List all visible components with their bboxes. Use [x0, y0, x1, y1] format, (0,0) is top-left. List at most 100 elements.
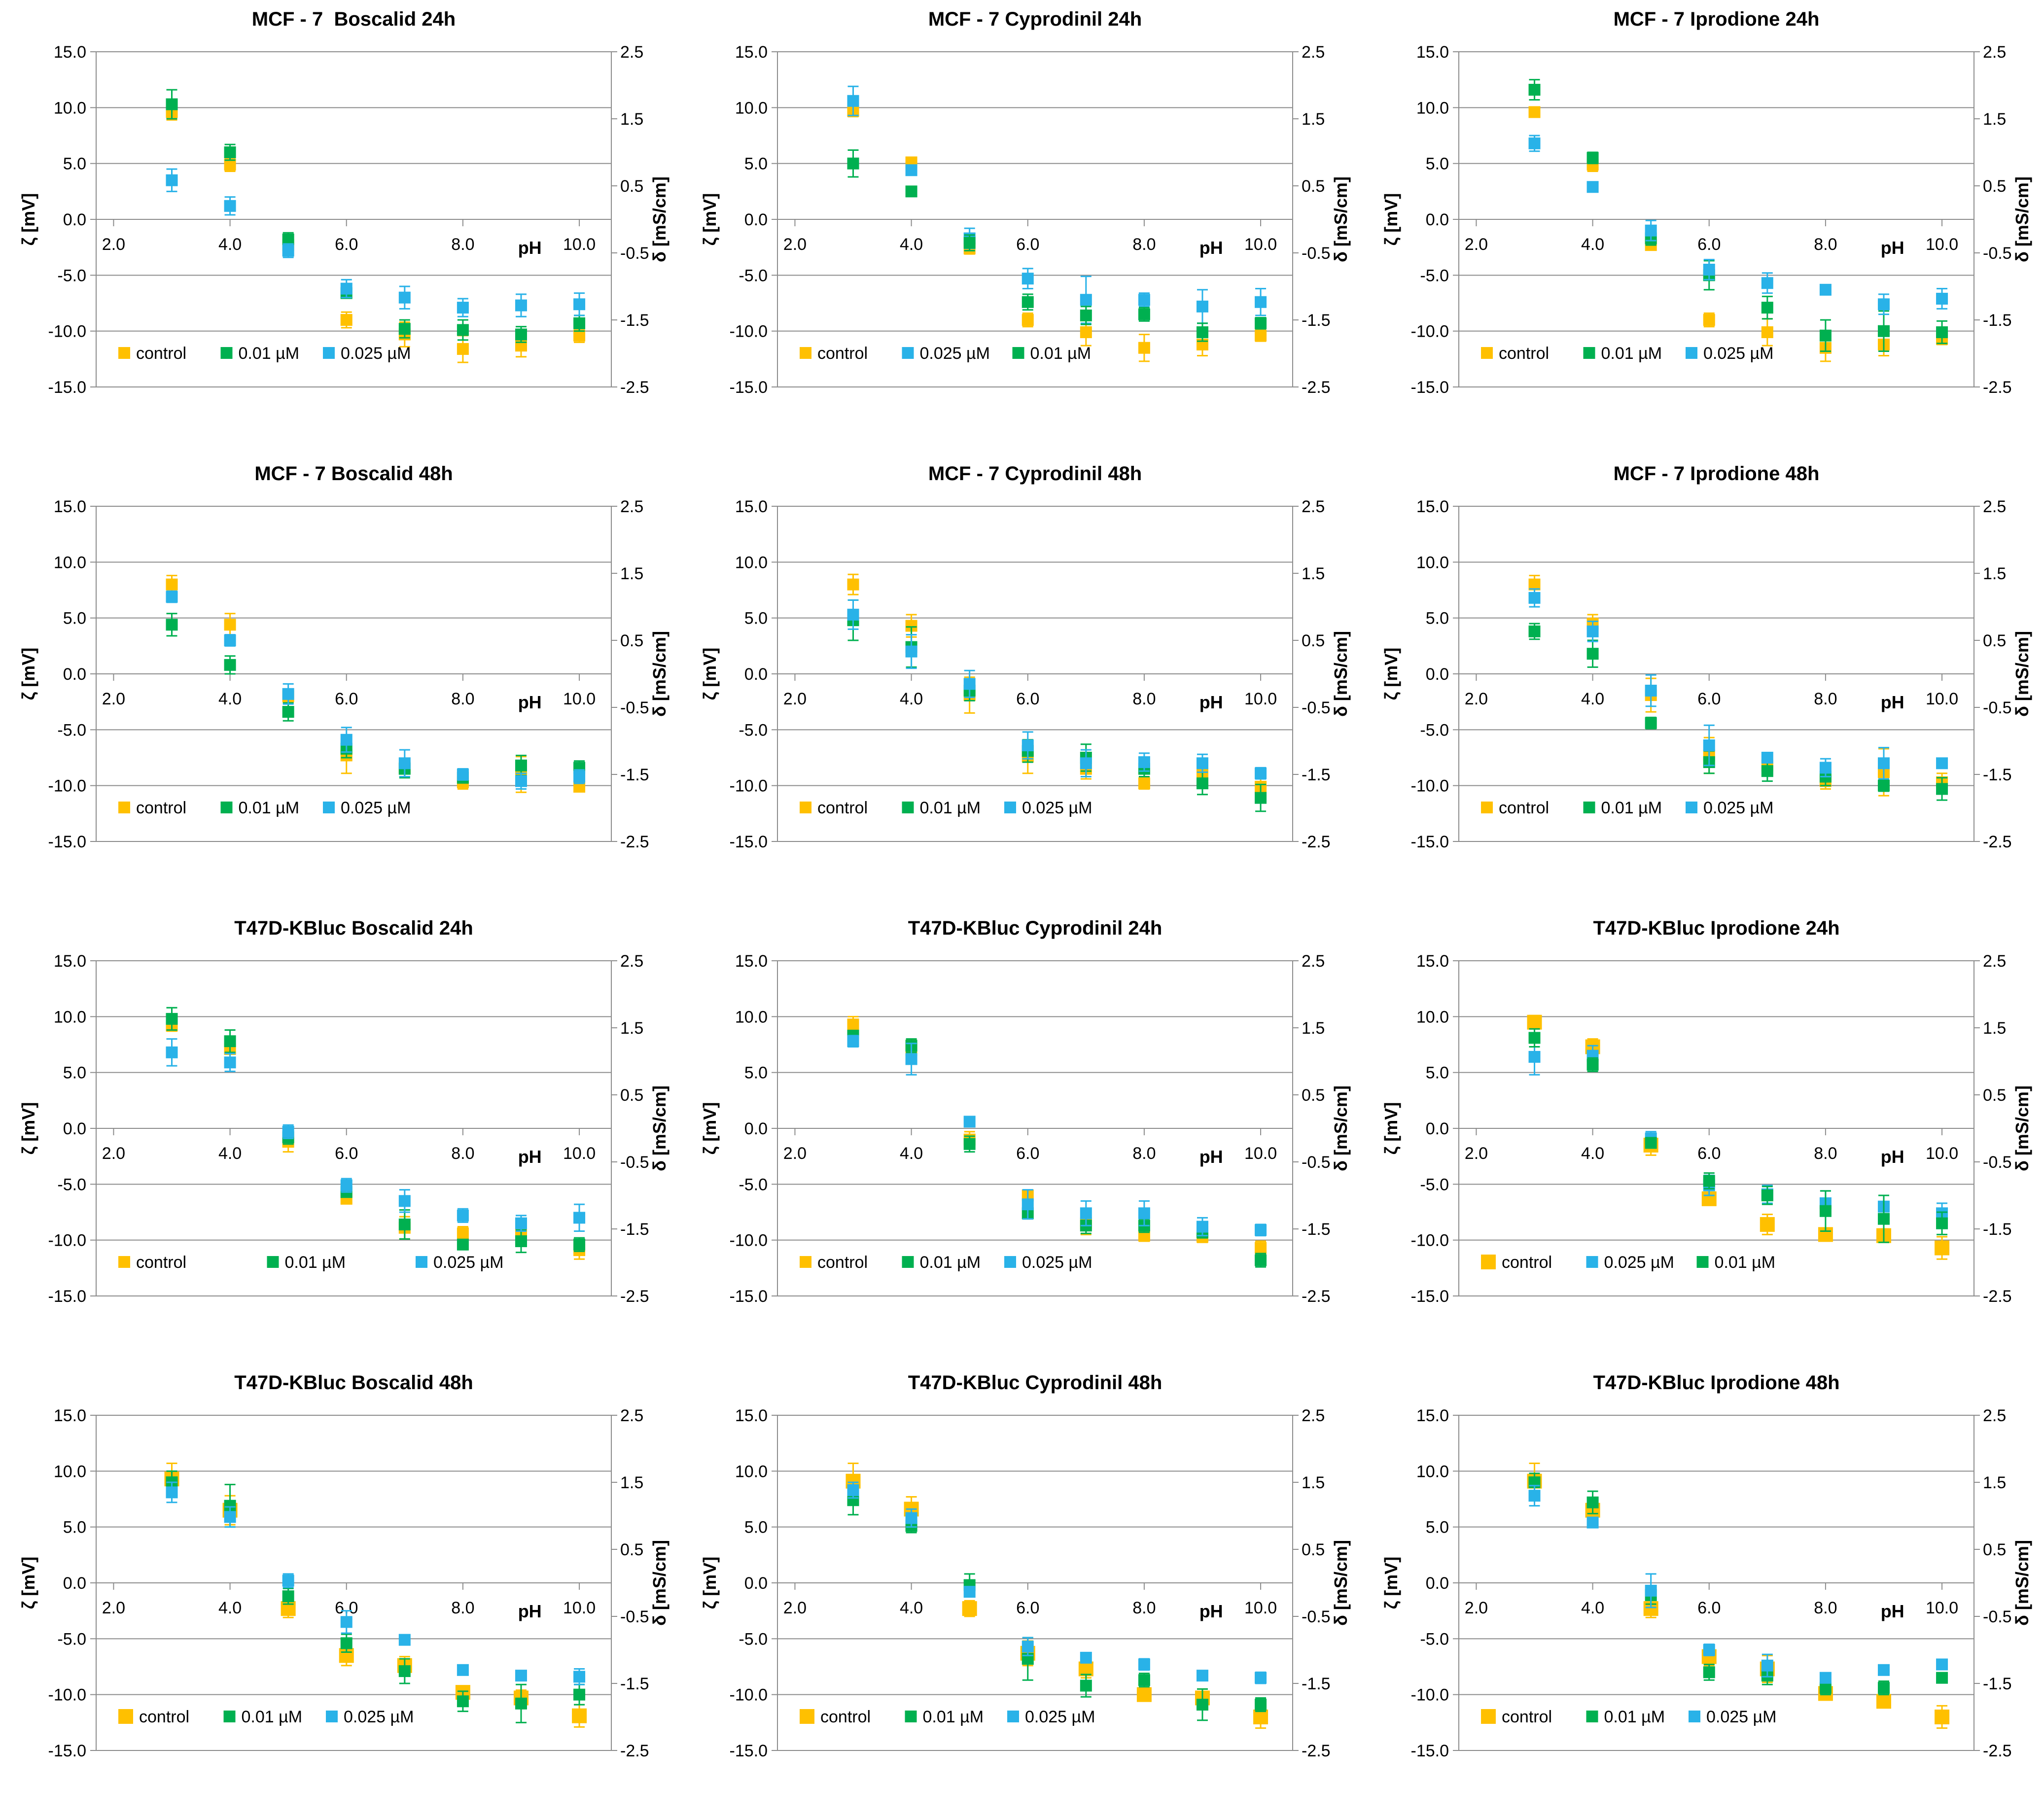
y-left-tick-label: 5.0	[1426, 1518, 1449, 1537]
y-left-tick-label: 5.0	[1426, 1064, 1449, 1083]
y-left-tick-label: 0.0	[744, 665, 768, 684]
legend-swatch-um001	[1012, 347, 1024, 359]
y-right-tick-label: -0.5	[1983, 244, 2012, 263]
gridlines	[96, 51, 611, 387]
marker-um0025-ph8	[1138, 294, 1150, 306]
y-left-axis-label: ζ [mV]	[18, 1102, 38, 1155]
y-right-tick-label: 2.5	[1983, 952, 2006, 971]
marker-um0025-ph4	[905, 1053, 917, 1065]
x-tick-label: 10.0	[563, 235, 596, 254]
y-right-tick-label: -2.5	[1983, 1742, 2012, 1760]
series-um001	[1528, 1028, 1948, 1243]
y-left-tick-label: 15.0	[735, 952, 768, 971]
y-left-tick-label: -5.0	[57, 721, 86, 739]
legend-swatch-um0025	[1007, 1711, 1019, 1722]
marker-um0025-ph9	[1877, 298, 1890, 311]
marker-um0025-ph10	[1936, 757, 1948, 769]
y-left-tick-label: 0.0	[744, 210, 768, 229]
x-tick-label: 2.0	[783, 1144, 807, 1163]
chart-title: MCF - 7 Iprodione 24h	[1614, 8, 1820, 30]
marker-um0025-ph5	[1645, 1584, 1657, 1597]
x-tick-label: 4.0	[218, 690, 242, 708]
y-left-tick-label: 5.0	[744, 609, 768, 628]
marker-um0025-ph4	[905, 645, 917, 658]
marker-um0025-ph8	[1819, 1672, 1832, 1684]
x-axis-label: pH	[1199, 1601, 1223, 1621]
legend: control 0.01 µM 0.025 µM	[118, 799, 411, 817]
marker-um001-ph7	[1761, 1189, 1773, 1201]
marker-um001-ph9	[1877, 1682, 1890, 1694]
legend-item-control: control	[800, 799, 868, 817]
x-tick-label: 2.0	[102, 690, 125, 708]
legend-label-control: control	[1502, 1708, 1552, 1726]
chart-title: MCF - 7 Boscalid 24h	[252, 8, 456, 30]
gridlines	[96, 1415, 611, 1751]
y-right-tick-label: 1.5	[620, 1473, 643, 1492]
marker-um001-ph4	[1586, 648, 1599, 660]
y-axis-left: 15.0 10.0 5.0 0.0 -5.0 -10.0 -15.0	[730, 43, 778, 397]
marker-um0025-ph9	[1196, 300, 1208, 313]
y-left-tick-label: -10.0	[730, 777, 768, 796]
marker-control-ph8	[1138, 342, 1150, 354]
marker-um0025-ph8	[457, 769, 469, 780]
legend-label-um0025: 0.025 µM	[1703, 344, 1773, 363]
y-axis-right: 2.5 1.5 0.5 -0.5 -1.5 -2.5	[1974, 1406, 2012, 1760]
marker-um001-ph4	[1586, 1058, 1599, 1071]
marker-um0025-ph9	[1196, 757, 1208, 769]
marker-um001-ph9	[1877, 1213, 1890, 1225]
x-tick-label: 10.0	[563, 1599, 596, 1617]
y-axis-left: 15.0 10.0 5.0 0.0 -5.0 -10.0 -15.0	[730, 1406, 778, 1760]
y-right-axis-label: δ [mS/cm]	[1331, 631, 1351, 717]
marker-um0025-ph7	[1080, 294, 1092, 306]
marker-um0025-ph5	[963, 678, 976, 690]
series-um001	[1528, 1472, 1948, 1696]
x-tick-label: 10.0	[1926, 1599, 1958, 1617]
y-right-tick-label: 2.5	[620, 1406, 643, 1425]
y-left-tick-label: 10.0	[735, 553, 768, 572]
marker-control-ph4	[224, 619, 236, 631]
x-axis-label: pH	[1881, 692, 1904, 712]
x-axis-label: pH	[1881, 1601, 1904, 1621]
marker-um0025-ph10	[573, 770, 586, 783]
x-tick-label: 10.0	[1926, 235, 1958, 254]
legend-label-control: control	[817, 344, 868, 363]
y-right-tick-label: -2.5	[620, 1287, 649, 1306]
x-axis: 2.0 4.0 6.0 8.0 10.0 pH	[783, 1583, 1277, 1621]
y-right-tick-label: -2.5	[1302, 833, 1331, 851]
marker-control-ph8	[1138, 777, 1150, 790]
x-axis-label: pH	[1199, 692, 1223, 712]
legend-label-um001: 0.01 µM	[239, 799, 300, 817]
x-tick-label: 8.0	[451, 1599, 474, 1617]
marker-um001-ph4	[224, 146, 236, 158]
marker-um0025-ph3	[166, 1486, 178, 1499]
y-left-tick-label: 10.0	[1416, 553, 1449, 572]
chart-cell-t47d-kbluc-boscalid-48h: 15.0 10.0 5.0 0.0 -5.0 -10.0 -15.0 2.5 1.5 0.5 -0.…	[0, 1364, 681, 1818]
y-right-tick-label: -0.5	[620, 699, 649, 717]
y-right-tick-label: -0.5	[1302, 1153, 1331, 1172]
marker-um001-ph6	[1022, 296, 1034, 308]
series-um0025	[166, 1038, 586, 1232]
x-tick-label: 2.0	[1465, 1144, 1488, 1163]
marker-um0025-ph6	[1703, 264, 1715, 276]
marker-um0025-ph10	[1255, 296, 1267, 308]
legend-item-um0025: 0.025 µM	[1686, 344, 1773, 363]
y-left-tick-label: 10.0	[735, 99, 768, 117]
x-axis-label: pH	[518, 692, 542, 712]
y-left-tick-label: 15.0	[54, 1406, 86, 1425]
marker-um0025-ph9	[1196, 1221, 1208, 1233]
marker-um0025-ph3	[166, 174, 178, 186]
marker-um001-ph3	[847, 157, 859, 170]
y-left-tick-label: 15.0	[54, 952, 86, 971]
chart-cell-mcf-7-cyprodinil-24h: 15.0 10.0 5.0 0.0 -5.0 -10.0 -15.0 2.5 1.5 0.5 -0.…	[681, 0, 1363, 454]
legend-label-um0025: 0.025 µM	[1703, 799, 1773, 817]
y-left-tick-label: 5.0	[1426, 155, 1449, 174]
legend-swatch-control	[800, 1256, 811, 1268]
chart-title: MCF - 7 Cyprodinil 24h	[928, 8, 1142, 30]
y-right-axis-label: δ [mS/cm]	[649, 1540, 670, 1626]
marker-control-ph5	[962, 1601, 977, 1616]
y-right-tick-label: -2.5	[1983, 378, 2012, 397]
legend-label-um001: 0.01 µM	[1601, 799, 1662, 817]
marker-um0025-ph8	[1138, 1207, 1150, 1220]
marker-control-ph3	[166, 578, 178, 591]
y-left-tick-label: 5.0	[1426, 609, 1449, 628]
